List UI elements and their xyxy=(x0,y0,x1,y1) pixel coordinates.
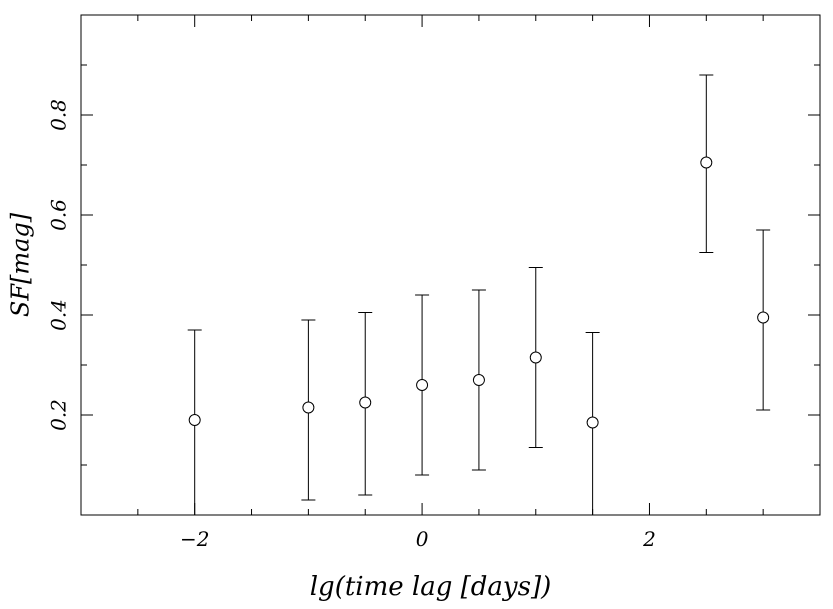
data-point xyxy=(302,401,315,414)
data-point xyxy=(359,396,372,409)
plot-frame xyxy=(80,14,821,516)
data-point xyxy=(416,379,429,391)
y-axis-label: SF[mag] xyxy=(7,212,35,317)
errorbars xyxy=(187,74,771,515)
data-points xyxy=(188,156,770,429)
data-point xyxy=(757,311,770,324)
plot-frame xyxy=(80,14,821,516)
data-point xyxy=(700,156,713,169)
data-point xyxy=(188,414,201,426)
y-tick-label: 0.6 xyxy=(47,199,71,231)
data-point xyxy=(472,374,485,386)
data-point xyxy=(586,416,599,429)
data-point xyxy=(529,351,542,364)
tick-labels: −2 0 2 0.2 0.4 0.6 0.8 xyxy=(47,99,656,551)
x-tick-label: 0 xyxy=(416,527,429,551)
y-tick-label: 0.4 xyxy=(47,299,71,331)
x-tick-label: 2 xyxy=(642,527,656,551)
x-tick-label: −2 xyxy=(180,527,209,551)
y-tick-label: 0.8 xyxy=(47,99,71,131)
x-axis-label: lg(time lag [days]) xyxy=(310,572,552,602)
y-tick-label: 0.2 xyxy=(47,399,71,431)
ticks xyxy=(81,15,820,515)
